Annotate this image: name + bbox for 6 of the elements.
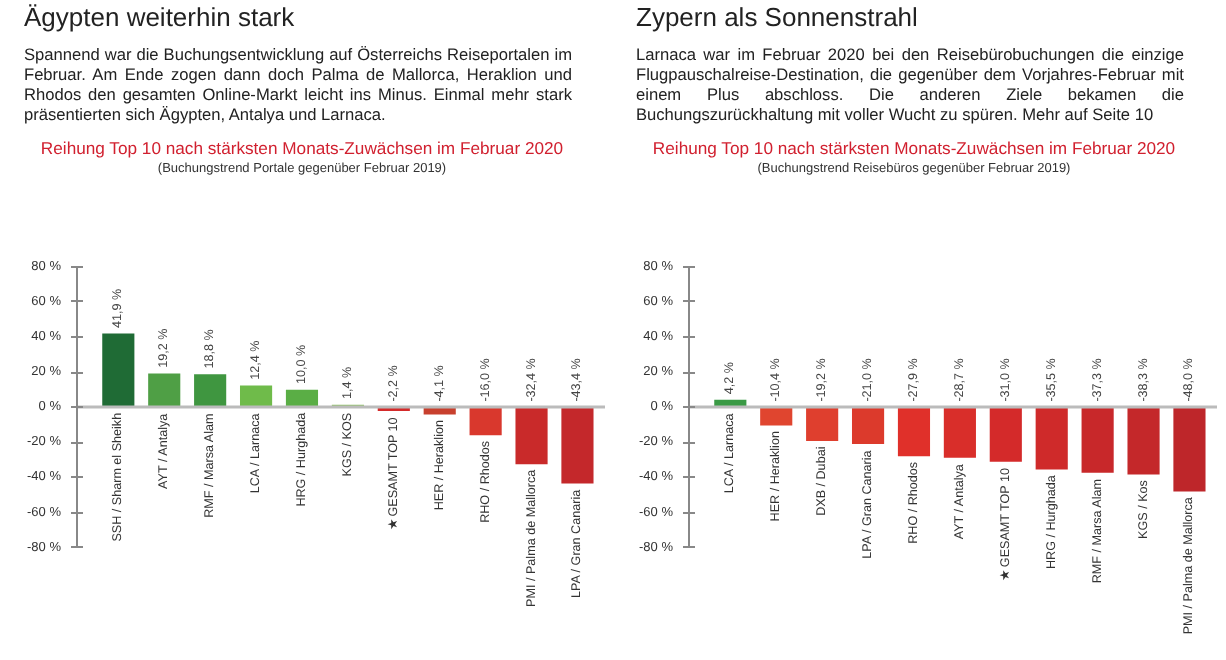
chart-subtitle: Reihung Top 10 nach stärksten Monats-Zuwächsen im Februar 2020 — [38, 135, 566, 160]
text: Larnaca war im Februar 2020 bei den Reisebürobuchungen die einzige Flugpauschalreise-Destination, die gegenüber dem Vorjahres-Februar mit einem Plus abschloss. Die anderen Ziele bekamen die Buchungszurückhaltung mit voller Wucht zu spüren. Mehr auf Seite 10 — [636, 43, 1184, 124]
chart-title: Zypern als Sonnenstrahl — [636, 0, 920, 36]
chart-subtitle: Reihung Top 10 nach stärksten Monats-Zuwächsen im Februar 2020 — [650, 135, 1178, 160]
chart-title: Ägypten weiterhin stark — [24, 0, 297, 36]
text: Spannend war die Buchungsentwicklung auf Österreichs Reiseportalen im Februar. Am Ende zogen dann doch Palma de Mallorca, Heraklion und Rhodos den gesamten Online-Markt leicht ins Minus. Einmal mehr stark präsentierten sich Ägypten, Antalya und Larnaca. — [24, 43, 572, 124]
